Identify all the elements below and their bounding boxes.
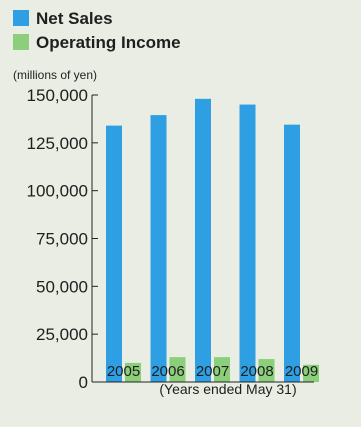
bar-net-sales-2006 (150, 115, 167, 382)
bar-operating-income-2006 (169, 357, 186, 382)
bar-operating-income-2007 (214, 357, 230, 382)
legend-label-net-sales: Net Sales (36, 9, 113, 28)
bar-net-sales-2008 (239, 104, 256, 383)
y-tick-label: 25,000 (36, 325, 88, 344)
bar-net-sales-2005 (106, 125, 122, 382)
legend-label-operating-income: Operating Income (36, 33, 181, 52)
bar-net-sales-2009 (284, 124, 300, 382)
bar-operating-income-2005 (125, 362, 141, 382)
bar-net-sales-2007 (195, 98, 211, 383)
x-tick-label-2006: 2006 (151, 363, 184, 380)
y-tick-label: 50,000 (36, 277, 88, 296)
y-tick-label: 0 (79, 373, 88, 392)
bar-operating-income-2008 (258, 359, 275, 382)
bar-operating-income-2009 (303, 364, 319, 382)
x-tick-label-2005: 2005 (107, 363, 140, 380)
y-tick-label: 75,000 (36, 230, 88, 249)
legend-swatch-operating-income (13, 34, 29, 50)
x-axis: 2005 2006 2007 2008 2009 (92, 363, 318, 383)
unit-label: (millions of yen) (13, 68, 97, 82)
y-tick-label: 125,000 (27, 134, 88, 153)
legend-swatch-net-sales (13, 10, 29, 26)
x-axis-caption: (Years ended May 31) (159, 381, 296, 397)
x-tick-label-2007: 2007 (196, 363, 229, 380)
x-tick-label-2009: 2009 (285, 363, 318, 380)
x-tick-label-2008: 2008 (240, 363, 273, 380)
y-axis: 0 25,000 50,000 75,000 100,000 125,000 150,000 (27, 86, 98, 392)
y-tick-label: 100,000 (27, 182, 88, 201)
bars (106, 98, 319, 383)
y-tick-label: 150,000 (27, 86, 88, 105)
legend: Net Sales Operating Income (13, 9, 181, 52)
